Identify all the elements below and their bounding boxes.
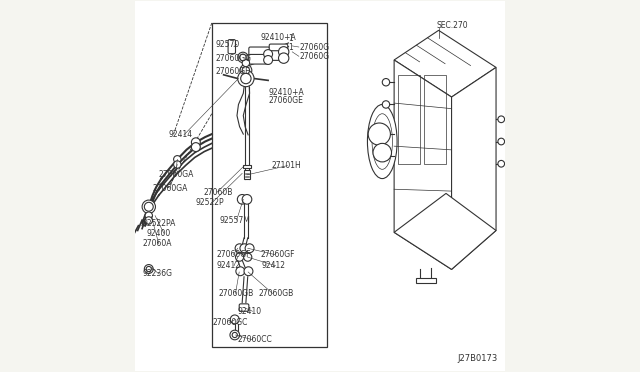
Text: 92410: 92410 <box>237 307 262 316</box>
FancyBboxPatch shape <box>228 39 236 54</box>
FancyBboxPatch shape <box>249 47 269 57</box>
Circle shape <box>237 195 247 204</box>
Text: 92400: 92400 <box>147 229 171 238</box>
Bar <box>415 278 436 283</box>
Circle shape <box>191 138 200 147</box>
FancyBboxPatch shape <box>269 51 288 60</box>
Text: 92412: 92412 <box>262 261 286 270</box>
Circle shape <box>242 67 250 74</box>
Circle shape <box>237 70 254 87</box>
Text: 27060GE: 27060GE <box>268 96 303 105</box>
Circle shape <box>230 330 239 340</box>
FancyBboxPatch shape <box>239 304 249 311</box>
Circle shape <box>264 55 273 64</box>
Circle shape <box>173 161 181 168</box>
Circle shape <box>235 244 244 253</box>
Text: J27B0173: J27B0173 <box>457 354 497 363</box>
Circle shape <box>142 200 156 214</box>
Circle shape <box>145 212 152 219</box>
Text: 27060A: 27060A <box>142 239 172 248</box>
FancyBboxPatch shape <box>269 44 288 54</box>
Circle shape <box>498 116 504 123</box>
Text: 27060GB: 27060GB <box>259 289 294 298</box>
Text: 92557M: 92557M <box>219 216 250 225</box>
Text: 27060GA: 27060GA <box>159 170 194 179</box>
Circle shape <box>241 73 251 84</box>
Text: 27060G: 27060G <box>300 42 330 51</box>
Text: 92236G: 92236G <box>142 269 172 278</box>
Text: 92412: 92412 <box>217 261 241 270</box>
Circle shape <box>264 49 273 58</box>
Text: 92570: 92570 <box>216 40 240 49</box>
Bar <box>212 23 328 347</box>
Text: 92414: 92414 <box>168 130 192 140</box>
Text: 92522PA: 92522PA <box>142 219 175 228</box>
Circle shape <box>382 131 390 138</box>
Circle shape <box>498 138 504 145</box>
Polygon shape <box>394 60 452 269</box>
Text: 27060CC: 27060CC <box>237 335 273 344</box>
Polygon shape <box>452 67 496 269</box>
Text: 1: 1 <box>289 34 293 43</box>
Circle shape <box>242 59 250 67</box>
Bar <box>424 75 446 164</box>
Text: 92410+A: 92410+A <box>268 88 304 97</box>
Text: 27060GF: 27060GF <box>216 250 251 259</box>
Circle shape <box>240 244 249 253</box>
Text: 27060G: 27060G <box>300 52 330 61</box>
Polygon shape <box>394 193 496 269</box>
Text: 1: 1 <box>289 43 293 52</box>
Circle shape <box>146 266 152 272</box>
Circle shape <box>145 217 152 224</box>
Text: 92522P: 92522P <box>195 198 224 207</box>
Circle shape <box>240 64 252 76</box>
Text: 27060GF: 27060GF <box>260 250 295 259</box>
Circle shape <box>191 142 200 151</box>
Circle shape <box>373 143 392 162</box>
Circle shape <box>239 54 246 61</box>
Bar <box>243 164 251 168</box>
Circle shape <box>244 267 253 276</box>
Text: 27060GG: 27060GG <box>216 54 252 62</box>
Text: 27060GC: 27060GC <box>212 318 248 327</box>
Text: 27060GA: 27060GA <box>152 184 188 193</box>
Text: 27060B: 27060B <box>204 188 232 197</box>
Bar <box>398 75 420 164</box>
Circle shape <box>236 267 244 276</box>
Ellipse shape <box>367 105 397 179</box>
Text: 27060GB: 27060GB <box>218 289 253 298</box>
Circle shape <box>242 195 252 204</box>
Polygon shape <box>394 31 496 97</box>
Circle shape <box>230 315 239 324</box>
Circle shape <box>278 53 289 63</box>
Circle shape <box>368 123 390 145</box>
Circle shape <box>382 78 390 86</box>
Text: SEC.270: SEC.270 <box>436 22 468 31</box>
Text: 92410+A: 92410+A <box>260 33 296 42</box>
Circle shape <box>237 52 248 62</box>
Circle shape <box>173 155 181 163</box>
Bar <box>244 170 250 179</box>
Circle shape <box>382 101 390 108</box>
Circle shape <box>244 253 252 261</box>
Circle shape <box>278 46 289 57</box>
Text: 27060GE: 27060GE <box>216 67 250 76</box>
Circle shape <box>236 253 244 261</box>
Circle shape <box>145 264 153 273</box>
Circle shape <box>245 244 254 253</box>
Text: 27101H: 27101H <box>271 161 301 170</box>
Circle shape <box>498 160 504 167</box>
Circle shape <box>145 202 153 211</box>
FancyBboxPatch shape <box>249 54 269 64</box>
Circle shape <box>382 153 390 160</box>
Circle shape <box>232 333 237 337</box>
